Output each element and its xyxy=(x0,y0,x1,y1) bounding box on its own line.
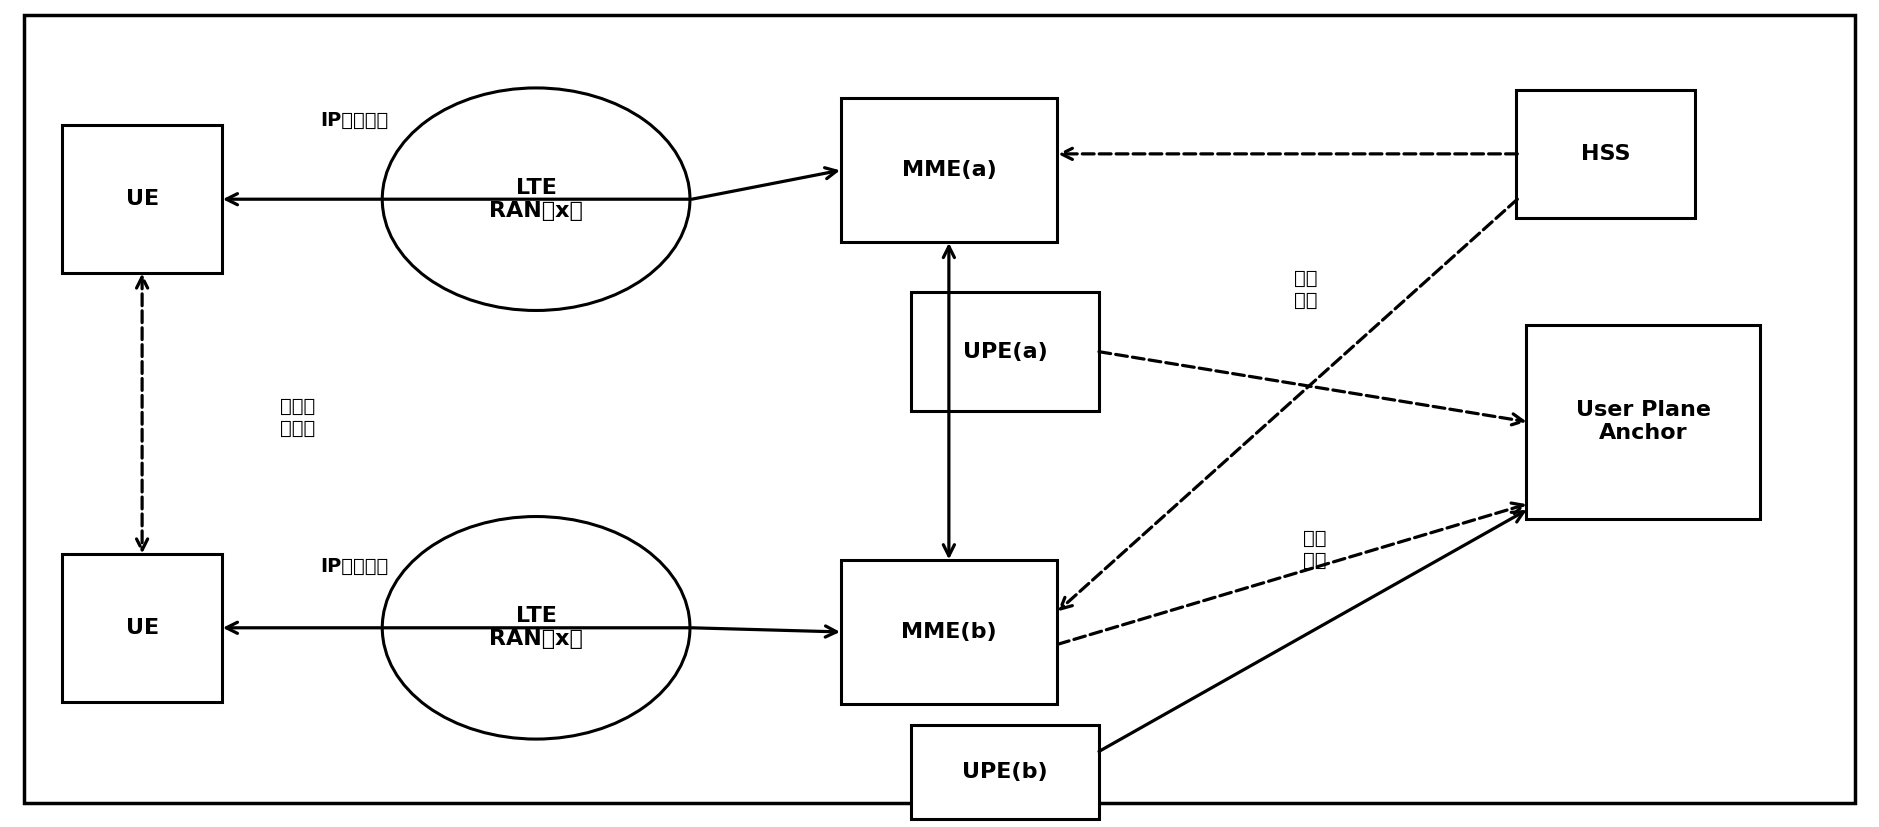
Bar xyxy=(62,125,222,274)
Ellipse shape xyxy=(381,517,690,739)
Text: 路由
更新: 路由 更新 xyxy=(1302,529,1327,570)
Bar xyxy=(842,560,1056,704)
Text: UE: UE xyxy=(126,189,158,209)
Text: IP承载业务: IP承载业务 xyxy=(319,557,389,576)
Bar xyxy=(911,724,1099,820)
Text: User Plane
Anchor: User Plane Anchor xyxy=(1576,400,1710,443)
Text: IP承载业务: IP承载业务 xyxy=(319,112,389,131)
Text: UPE(b): UPE(b) xyxy=(962,762,1048,782)
Text: HSS: HSS xyxy=(1580,144,1631,164)
Bar xyxy=(1526,325,1761,519)
Text: LTE
RAN（x）: LTE RAN（x） xyxy=(489,178,582,221)
Text: MME(b): MME(b) xyxy=(902,622,996,642)
Text: 内部接
入移动: 内部接 入移动 xyxy=(280,397,316,438)
Text: MME(a): MME(a) xyxy=(902,160,996,180)
Text: UPE(a): UPE(a) xyxy=(962,342,1048,361)
Bar xyxy=(842,98,1056,242)
Bar xyxy=(1516,90,1695,218)
Ellipse shape xyxy=(381,88,690,310)
Bar xyxy=(911,292,1099,412)
Text: 注册
更新: 注册 更新 xyxy=(1293,270,1317,310)
Text: UE: UE xyxy=(126,618,158,638)
Bar xyxy=(62,553,222,702)
Text: LTE
RAN（x）: LTE RAN（x） xyxy=(489,606,582,649)
